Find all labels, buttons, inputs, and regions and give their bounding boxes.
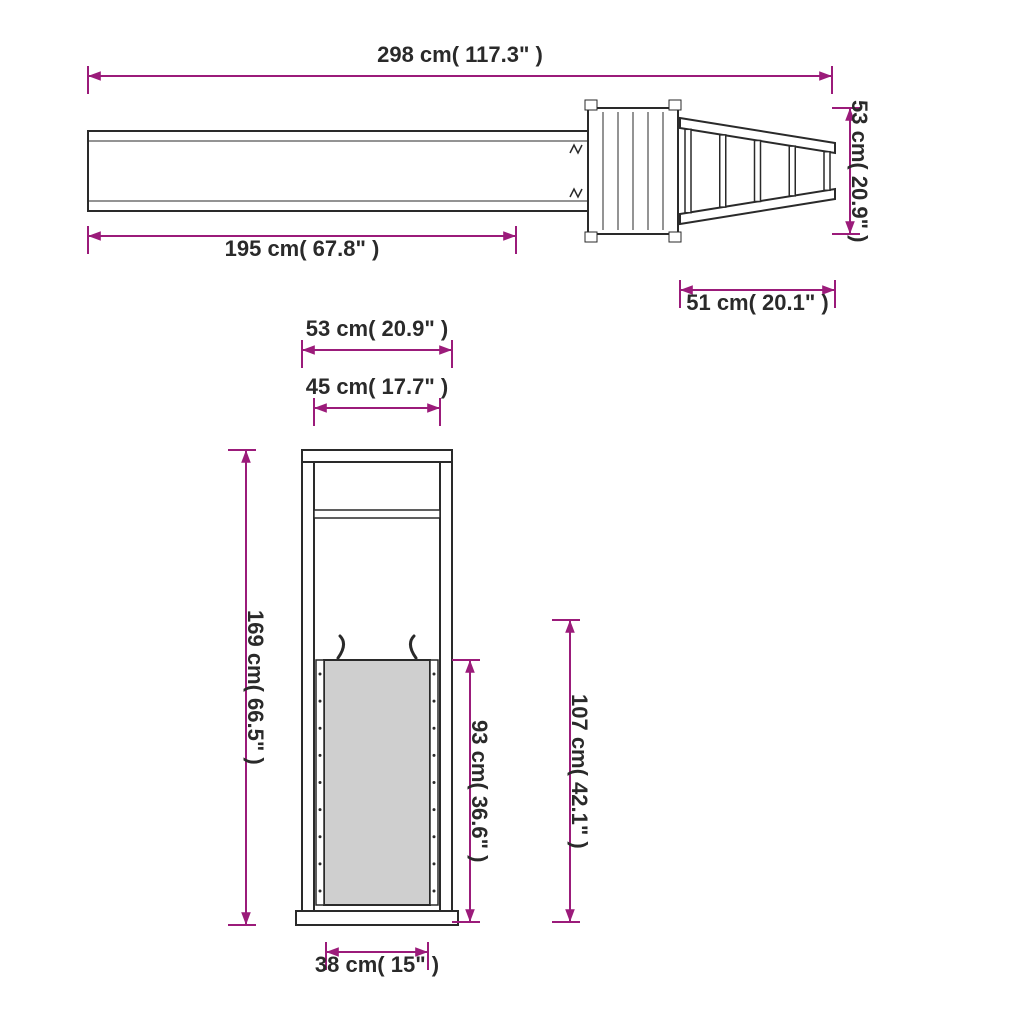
dimension-label: 195 cm( 67.8" ) (225, 236, 380, 262)
dimension-label: 38 cm( 15" ) (315, 952, 439, 978)
dimension-label: 93 cm( 36.6" ) (466, 720, 492, 863)
dimension-label: 169 cm( 66.5" ) (242, 610, 268, 765)
dimension-label: 53 cm( 20.9" ) (846, 100, 872, 243)
dimension-label: 53 cm( 20.9" ) (306, 316, 449, 342)
dimension-label: 298 cm( 117.3" ) (377, 42, 543, 68)
dimension-label: 45 cm( 17.7" ) (306, 374, 449, 400)
dimension-label: 51 cm( 20.1" ) (686, 290, 829, 316)
dimension-label: 107 cm( 42.1" ) (566, 694, 592, 849)
